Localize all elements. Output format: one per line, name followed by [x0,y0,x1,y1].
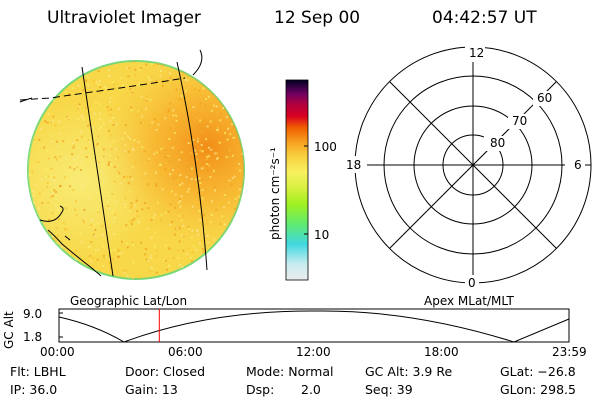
filter-field: Flt: LBHL [10,364,66,379]
x-tick-0000: 00:00 [40,345,75,359]
mlt-label-6: 6 [574,158,582,172]
x-tick-1800: 18:00 [424,345,459,359]
glat-field: GLat: −26.8 [500,364,576,379]
apex-grid-title: Apex MLat/MLT [424,294,514,308]
orbit-altitude-plot [58,308,570,343]
colorbar-units: photon cm⁻²s⁻¹ [268,147,282,240]
ring-label-70: 70 [512,114,528,128]
latitude-line [19,77,186,101]
glon-field: GLon: 298.5 [500,382,576,397]
coastline [192,49,203,76]
gain-field: Gain: 13 [125,382,178,397]
altitude-curve [58,310,570,343]
orbit-ylabel: GC Alt [2,311,16,349]
mlt-label-0: 0 [468,276,476,290]
ip-field: IP: 36.0 [10,382,58,397]
x-tick-1200: 12:00 [296,345,331,359]
polar-diagonal [389,81,557,249]
observation-date: 12 Sep 00 [274,8,361,28]
door-field: Door: Closed [125,364,206,379]
uv-image [19,49,245,280]
mlt-label-12: 12 [469,46,485,60]
dsp-label: Dsp: [246,382,275,397]
geographic-grid-title: Geographic Lat/Lon [70,294,188,308]
meridian-line [81,66,114,277]
coastline [19,97,33,103]
polar-grid-plot [343,45,592,290]
coastline [47,229,102,277]
instrument-title: Ultraviolet Imager [47,8,201,28]
orbit-plot-frame [58,308,570,343]
x-tick-2359: 23:59 [552,345,587,359]
coastline [64,235,71,241]
meridian-line [176,61,208,271]
intensity-colorbar [285,79,309,281]
alt-tick-1.8: 1.8 [23,330,43,344]
gc-alt-field: GC Alt: 3.9 Re [365,364,453,379]
mode-field: Mode: Normal [246,364,334,379]
mlt-label-18: 18 [346,158,362,172]
seq-field: Seq: 39 [365,382,413,397]
ring-label-80: 80 [490,136,506,150]
colorbar-tick-10: 10 [314,228,330,242]
colorbar-tick-100: 100 [314,140,337,154]
ring-label-60: 60 [537,91,553,105]
coastline [39,205,64,222]
dsp-value: 2.0 [301,382,321,397]
alt-tick-9: 9.0 [23,307,43,321]
image-noise [28,61,244,279]
observation-time: 04:42:57 UT [432,8,537,28]
x-tick-0600: 06:00 [168,345,203,359]
